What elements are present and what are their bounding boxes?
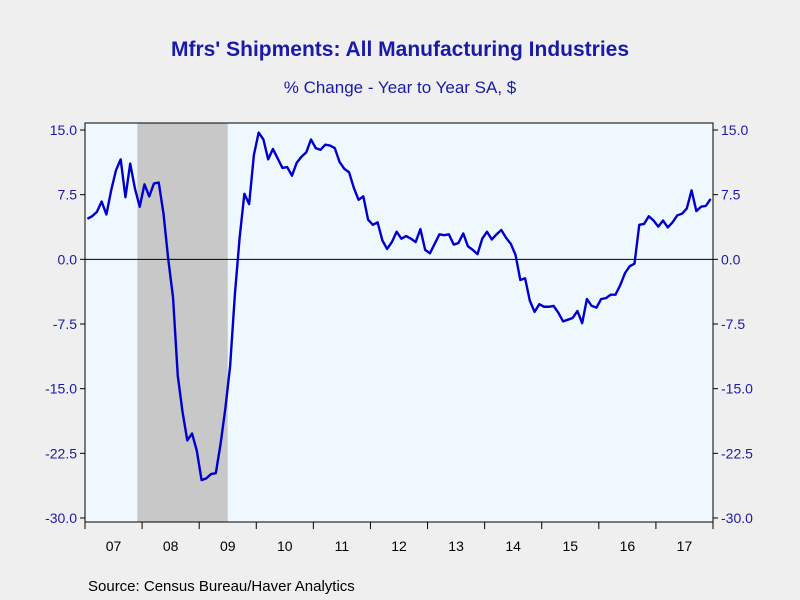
chart-title: Mfrs' Shipments: All Manufacturing Indus… [170,38,630,61]
y-tick-label-right: -22.5 [721,445,753,461]
x-tick-label: 16 [620,538,636,554]
y-tick-label-right: 15.0 [721,122,748,138]
chart-subtitle: % Change - Year to Year SA, $ [283,78,517,97]
y-tick-label-left: -30.0 [45,510,77,526]
y-tick-label-right: -7.5 [721,316,745,332]
x-tick-label: 10 [277,538,293,554]
y-tick-label-right: 7.5 [721,187,741,203]
y-tick-label-right: -30.0 [721,510,753,526]
x-tick-label: 17 [677,538,693,554]
x-tick-label: 11 [335,538,350,554]
y-tick-label-left: -22.5 [45,445,77,461]
y-axis-right: 15.0 7.5 0.0 -7.5 -15.0 -22.5 -30.0 [713,122,753,526]
x-axis: 07 08 09 10 11 12 13 14 15 16 17 [84,522,714,554]
y-tick-label-left: 15.0 [50,122,77,138]
x-tick-label: 13 [448,538,464,554]
x-tick-label: 08 [163,538,179,554]
y-tick-label-left: -7.5 [53,316,77,332]
plot-frame [84,122,714,523]
y-tick-label-left: -15.0 [45,381,77,397]
y-axis-left: 15.0 7.5 0.0 -7.5 -15.0 -22.5 -30.0 [45,122,85,526]
x-tick-label: 07 [106,538,122,554]
x-tick-label: 15 [562,538,578,554]
x-tick-label: 12 [391,538,407,554]
y-tick-label-right: -15.0 [721,381,753,397]
series-line [86,131,712,482]
x-tick-label: 09 [220,538,236,554]
x-tick-label: 14 [505,538,521,554]
recession-shade [137,123,228,522]
y-tick-label-left: 7.5 [58,187,78,203]
y-tick-label-right: 0.0 [721,251,741,267]
y-tick-label-left: 0.0 [58,251,78,267]
source-note: Source: Census Bureau/Haver Analytics [88,578,355,595]
